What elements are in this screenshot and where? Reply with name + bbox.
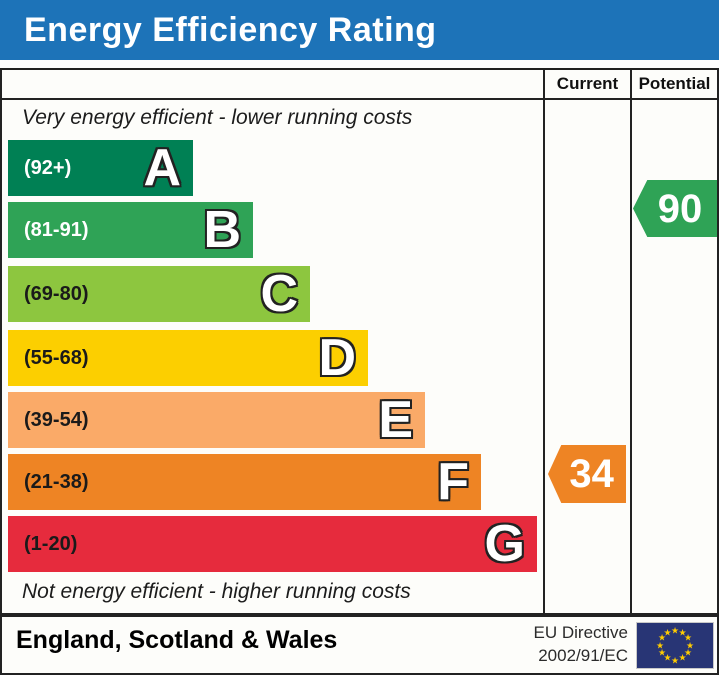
eu-flag-star: ★	[678, 652, 687, 663]
eu-flag-star: ★	[670, 625, 680, 635]
eu-directive-line1: EU Directive	[533, 623, 628, 642]
band-f-letter: F	[436, 453, 470, 511]
current-column-divider	[543, 70, 545, 615]
band-c: (69-80) C	[8, 266, 310, 322]
band-c-letter: C	[259, 265, 299, 323]
eu-flag-star: ★	[655, 640, 665, 650]
eu-flag-icon: ★ ★ ★ ★ ★ ★ ★ ★ ★ ★ ★ ★	[636, 622, 714, 669]
eu-flag-star: ★	[683, 647, 693, 658]
eu-flag-star: ★	[657, 632, 667, 643]
current-column-header: Current	[556, 74, 619, 93]
potential-column-header: Potential	[638, 74, 711, 93]
title-bar: Energy Efficiency Rating	[0, 0, 719, 60]
band-f-range-label: (21-38)	[24, 470, 89, 493]
band-a-range-label: (92+)	[24, 156, 72, 179]
potential-rating-value: 90	[657, 186, 703, 231]
eu-directive-line2: 2002/91/EC	[538, 645, 628, 665]
current-rating-value: 34	[569, 452, 614, 496]
eu-flag-star: ★	[670, 655, 680, 665]
band-a: (92+) A	[8, 140, 193, 196]
current-rating-marker: 34	[548, 445, 626, 503]
band-e-range-label: (39-54)	[24, 408, 89, 431]
bottom-note: Not energy efficient - higher running co…	[22, 580, 411, 603]
footer-frame	[0, 615, 719, 675]
band-b-range-label: (81-91)	[24, 218, 89, 241]
header-divider	[2, 98, 717, 100]
band-e: (39-54) E	[8, 392, 425, 448]
band-d-letter: D	[317, 329, 357, 387]
band-g-range-label: (1-20)	[24, 532, 78, 555]
band-f: (21-38) F	[8, 454, 481, 510]
eu-flag-star: ★	[678, 627, 687, 637]
eu-flag-star: ★	[663, 652, 672, 663]
potential-column-divider	[630, 70, 632, 615]
band-g: (1-20) G	[8, 516, 537, 572]
band-g-letter: G	[483, 515, 526, 573]
band-d-range-label: (55-68)	[24, 346, 89, 369]
band-d: (55-68) D	[8, 330, 368, 386]
band-b-letter: B	[202, 201, 242, 259]
band-b: (81-91) B	[8, 202, 253, 258]
eu-directive-label: EU Directive 2002/91/EC	[498, 622, 628, 668]
eu-flag-star: ★	[685, 640, 695, 650]
potential-rating-marker: 90	[633, 180, 717, 237]
top-note: Very energy efficient - lower running co…	[22, 106, 413, 129]
band-a-letter: A	[142, 139, 182, 197]
eu-flag-star: ★	[683, 632, 693, 643]
region-label: England, Scotland & Wales	[16, 626, 338, 654]
page-title: Energy Efficiency Rating	[24, 10, 437, 49]
band-c-range-label: (69-80)	[24, 282, 89, 305]
eu-flag-star: ★	[657, 647, 667, 658]
band-e-letter: E	[377, 391, 414, 449]
eu-flag-star: ★	[663, 627, 672, 637]
